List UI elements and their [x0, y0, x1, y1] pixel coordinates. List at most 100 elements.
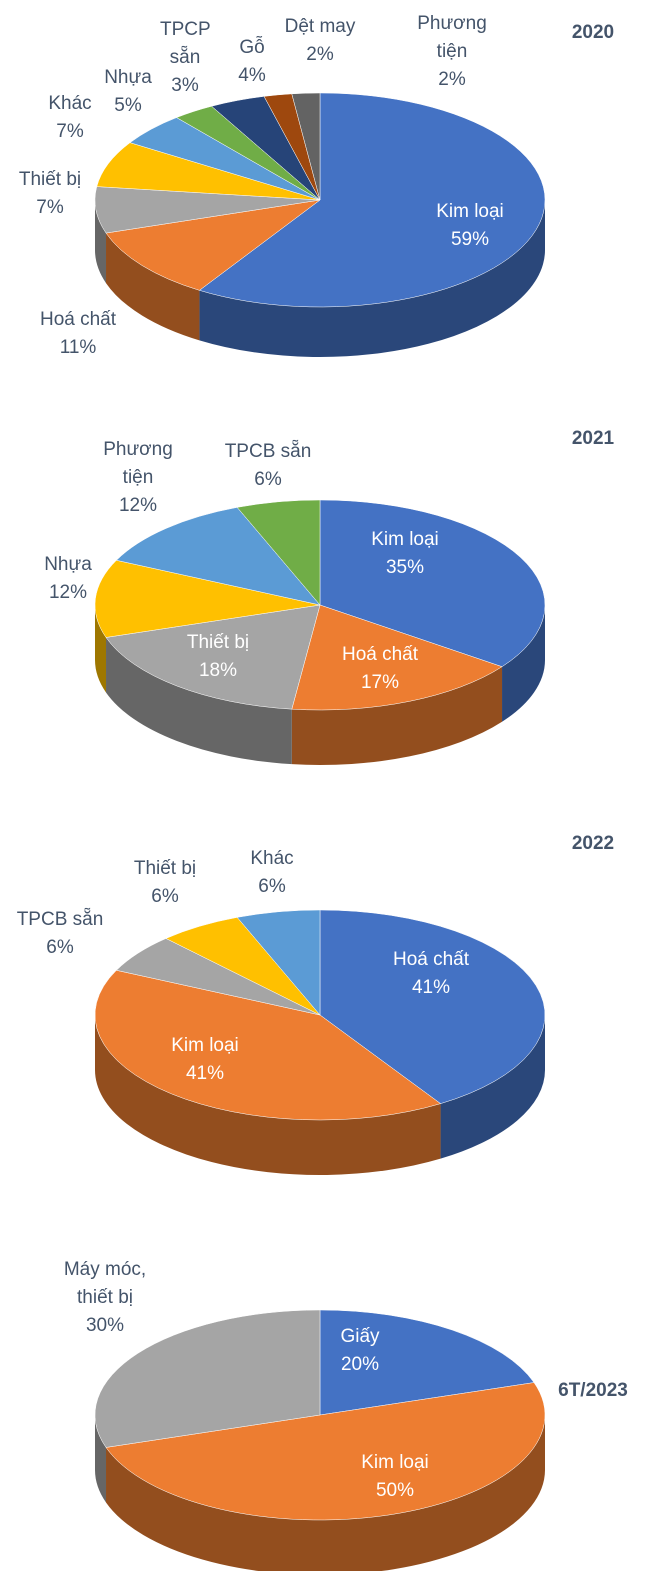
slice-side [291, 666, 503, 766]
label-name: Thiết bị [18, 169, 82, 190]
label-name: Gỗ [239, 37, 265, 58]
data-label: Nhựa 5% [93, 64, 163, 120]
slice-side [95, 605, 107, 693]
label-value: 6% [151, 886, 179, 907]
slice [94, 1309, 321, 1448]
label-value: 6% [258, 876, 286, 897]
slice [94, 970, 442, 1121]
label-value: 7% [56, 121, 84, 142]
slice-side [106, 1415, 545, 1571]
slice [319, 909, 546, 1104]
chart-title: 2021 [571, 428, 615, 449]
label-value: 41% [411, 977, 451, 998]
label-value: 6% [46, 937, 74, 958]
slice [236, 909, 321, 1016]
label-value: 35% [385, 557, 425, 578]
slice [115, 507, 321, 606]
data-label: Giấy 20% [310, 1323, 410, 1379]
slice-side [106, 233, 200, 341]
label-value: 3% [171, 75, 199, 96]
data-label: TPCP sẵn 3% [160, 16, 211, 100]
data-label: Máy móc, thiết bị 30% [50, 1256, 160, 1340]
label-name: Nhựa [104, 67, 152, 88]
data-label: TPCB sẵn 6% [208, 438, 328, 494]
data-label: Khác 7% [35, 90, 105, 146]
slice-side [95, 200, 107, 284]
data-label: Hoá chất 41% [381, 946, 481, 1002]
label-value: 17% [360, 672, 400, 693]
slice [94, 560, 321, 638]
slice [236, 499, 321, 606]
data-label: Thiết bị 18% [168, 629, 268, 685]
slice [319, 499, 546, 667]
label-name: Kim loại [436, 201, 504, 222]
slice [105, 199, 321, 291]
data-label: Gỗ 4% [232, 34, 272, 90]
label-value: 59% [450, 229, 490, 250]
label-name: Giấy [340, 1326, 380, 1347]
data-label: Kim loại 35% [355, 526, 455, 582]
label-name: Phương tiện [417, 13, 487, 62]
label-name: Kim loại [361, 1452, 429, 1473]
label-value: 30% [85, 1315, 125, 1336]
label-value: 6% [254, 469, 282, 490]
data-label: Hoá chất 11% [28, 306, 128, 362]
label-value: 41% [185, 1063, 225, 1084]
data-label: Phương tiện 12% [93, 436, 183, 520]
slice-side [440, 1015, 545, 1159]
slice [319, 1309, 535, 1416]
data-label: Khác 6% [237, 845, 307, 901]
slice-side [95, 1415, 107, 1503]
label-value: 11% [59, 337, 97, 358]
slice [105, 604, 321, 710]
slice-side [94, 1015, 441, 1175]
label-name: Kim loại [171, 1035, 239, 1056]
slice-side [502, 605, 545, 722]
label-name: Máy móc, thiết bị [63, 1259, 147, 1308]
label-value: 18% [198, 660, 238, 681]
label-value: 7% [36, 197, 64, 218]
label-name: TPCP sẵn [160, 19, 211, 68]
data-label: Hoá chất 17% [330, 641, 430, 697]
chart-title: 6T/2023 [558, 1380, 628, 1401]
label-name: Hoá chất [392, 949, 470, 970]
label-name: Khác [48, 93, 92, 114]
data-label: Kim loại 50% [345, 1449, 445, 1505]
slice [291, 92, 321, 201]
chart-title: 2022 [571, 833, 615, 854]
data-label: Kim loại 59% [420, 198, 520, 254]
label-value: 12% [118, 495, 158, 516]
label-name: Hoá chất [39, 309, 117, 330]
label-name: Thiết bị [186, 632, 250, 653]
label-value: 50% [375, 1480, 415, 1501]
label-name: Dệt may [284, 16, 356, 37]
label-name: Nhựa [44, 554, 92, 575]
data-label: Dệt may 2% [270, 13, 370, 69]
data-label: Thiết bị 7% [5, 166, 95, 222]
slice [105, 1382, 546, 1521]
chart-title: 2020 [571, 22, 615, 43]
label-value: 20% [340, 1354, 380, 1375]
label-name: TPCB sẵn [224, 441, 312, 462]
label-name: Thiết bị [133, 858, 197, 879]
slice [291, 604, 503, 711]
label-name: Khác [250, 848, 294, 869]
label-name: Kim loại [371, 529, 439, 550]
slice-side [106, 637, 292, 765]
data-label: Nhựa 12% [33, 551, 103, 607]
slice-side [199, 200, 545, 357]
label-name: Phương tiện [103, 439, 173, 488]
label-value: 2% [438, 69, 466, 90]
data-label: Kim loại 41% [155, 1032, 255, 1088]
label-name: Hoá chất [341, 644, 419, 665]
slice [198, 92, 546, 308]
data-label: Phương tiện 2% [402, 10, 502, 94]
label-value: 4% [238, 65, 266, 86]
data-label: Thiết bị 6% [120, 855, 210, 911]
label-name: TPCB sẵn [16, 909, 104, 930]
data-label: TPCB sẵn 6% [0, 906, 120, 962]
label-value: 12% [48, 582, 88, 603]
label-value: 2% [306, 44, 334, 65]
